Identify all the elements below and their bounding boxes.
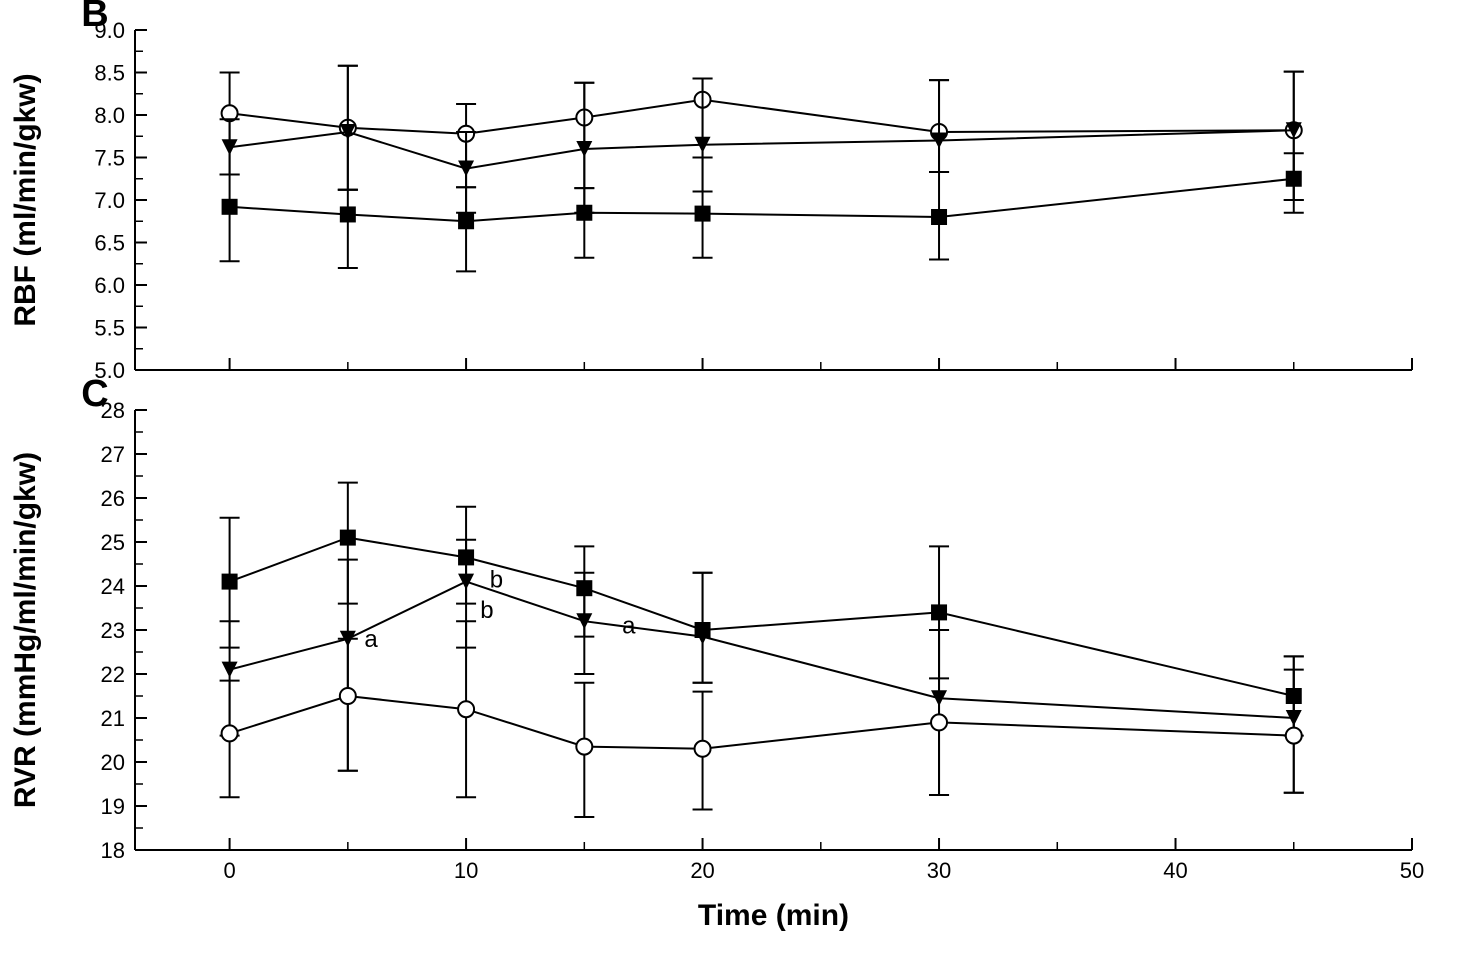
marker (222, 574, 238, 590)
series-line (230, 696, 1294, 749)
series-filled-square (220, 483, 1304, 736)
y-tick-label: 9.0 (94, 18, 125, 43)
marker (222, 662, 238, 678)
y-tick-label: 23 (101, 618, 125, 643)
y-tick-label: 5.5 (94, 316, 125, 341)
figure-container: { "figure": { "width": 1462, "height": 9… (0, 0, 1462, 967)
marker (576, 205, 592, 221)
annotation: b (480, 597, 493, 624)
marker (576, 739, 592, 755)
x-tick-label: 50 (1400, 858, 1424, 883)
y-axis-title: RVR (mmHg/ml/min/gkw) (9, 452, 42, 808)
y-tick-label: 20 (101, 750, 125, 775)
x-tick-label: 40 (1163, 858, 1187, 883)
x-tick-label: 0 (223, 858, 235, 883)
marker (931, 604, 947, 620)
marker (931, 209, 947, 225)
y-tick-label: 7.5 (94, 146, 125, 171)
marker (695, 741, 711, 757)
series-line (230, 582, 1294, 718)
marker (931, 714, 947, 730)
y-tick-label: 18 (101, 838, 125, 863)
series-line (230, 179, 1294, 222)
marker (340, 206, 356, 222)
series-open-circle (220, 621, 1304, 817)
panel-B: B5.05.56.06.57.07.58.08.59.0RBF (ml/min/… (9, 0, 1412, 383)
y-tick-label: 8.0 (94, 103, 125, 128)
series-filled-triangle (220, 540, 1304, 795)
y-tick-label: 26 (101, 486, 125, 511)
y-tick-label: 25 (101, 530, 125, 555)
y-tick-label: 6.5 (94, 231, 125, 256)
marker (458, 701, 474, 717)
y-tick-label: 21 (101, 706, 125, 731)
series-open-circle (220, 66, 1304, 200)
marker (458, 574, 474, 590)
y-tick-label: 28 (101, 398, 125, 423)
annotation: b (490, 566, 503, 593)
marker (1286, 171, 1302, 187)
series-line (230, 100, 1294, 134)
y-tick-label: 7.0 (94, 188, 125, 213)
y-tick-label: 6.0 (94, 273, 125, 298)
y-tick-label: 24 (101, 574, 125, 599)
y-tick-label: 22 (101, 662, 125, 687)
marker (222, 725, 238, 741)
series-filled-square (220, 153, 1304, 271)
y-axis-title: RBF (ml/min/gkw) (9, 73, 42, 326)
y-tick-label: 8.5 (94, 61, 125, 86)
y-tick-label: 27 (101, 442, 125, 467)
marker (340, 530, 356, 546)
marker (458, 213, 474, 229)
x-tick-label: 30 (927, 858, 951, 883)
marker (1286, 728, 1302, 744)
annotation: a (622, 613, 636, 640)
annotation: a (364, 626, 378, 653)
series-line (230, 538, 1294, 696)
marker (695, 206, 711, 222)
marker (340, 688, 356, 704)
marker (222, 199, 238, 215)
panel-C: C181920212223242526272801020304050RVR (m… (9, 373, 1424, 883)
y-tick-label: 19 (101, 794, 125, 819)
x-tick-label: 10 (454, 858, 478, 883)
series-filled-triangle (220, 66, 1304, 213)
series-line (230, 130, 1294, 168)
x-axis-title: Time (min) (698, 899, 849, 932)
figure-svg: B5.05.56.06.57.07.58.08.59.0RBF (ml/min/… (0, 0, 1462, 967)
x-tick-label: 20 (690, 858, 714, 883)
